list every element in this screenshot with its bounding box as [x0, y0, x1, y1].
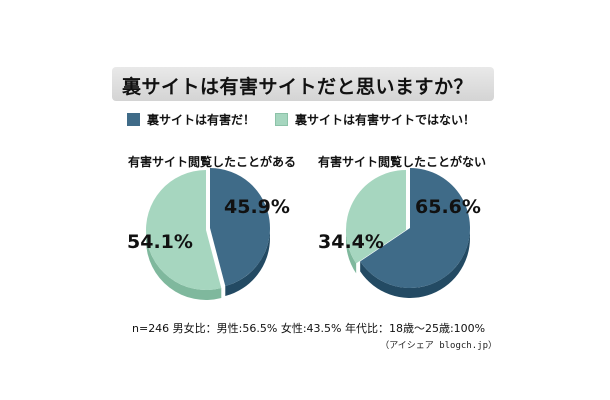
legend-item-harmful: 裏サイトは有害だ！ — [127, 111, 255, 127]
pie-title-viewed: 有害サイト閲覧したことがある — [128, 155, 297, 169]
pie-chart-not-viewed — [346, 168, 470, 298]
pie-chart-viewed — [146, 168, 271, 300]
legend-swatch-light — [275, 112, 288, 126]
chart-title-bar: 裏サイトは有害サイトだと思いますか？ — [112, 67, 494, 101]
legend-item-not-harmful: 裏サイトは有害サイトではない！ — [275, 111, 475, 127]
pie-viewed-light-side — [146, 230, 222, 300]
pie-viewed-dark-slice — [210, 168, 271, 287]
legend-label-not-harmful: 裏サイトは有害サイトではない！ — [295, 112, 476, 127]
pie-not-viewed-harmful-label: 65.6% — [415, 196, 481, 218]
pie-viewed-harmful-label: 45.9% — [224, 196, 290, 218]
pie-viewed-not-harmful-label: 54.1% — [127, 231, 193, 253]
pie-viewed-light-slice — [146, 170, 222, 290]
pie-title-not-viewed: 有害サイト閲覧したことがない — [318, 155, 487, 169]
pie-not-viewed-not-harmful-label: 34.4% — [318, 231, 384, 253]
legend-swatch-dark — [127, 112, 140, 126]
legend-label-harmful: 裏サイトは有害だ！ — [147, 112, 256, 127]
pie-not-viewed-dark-slice — [360, 168, 470, 288]
source-credit: （アイシェア blogch.jp） — [380, 341, 497, 351]
chart-title: 裏サイトは有害サイトだと思いますか？ — [122, 76, 474, 98]
sample-note: n=246 男女比：男性:56.5% 女性:43.5% 年代比：18歳～25歳:… — [132, 322, 486, 335]
pie-not-viewed-light-side — [346, 230, 357, 274]
pie-not-viewed-dark-side — [360, 228, 470, 298]
pie-not-viewed-light-slice — [346, 170, 406, 264]
pie-viewed-dark-side — [225, 228, 270, 297]
